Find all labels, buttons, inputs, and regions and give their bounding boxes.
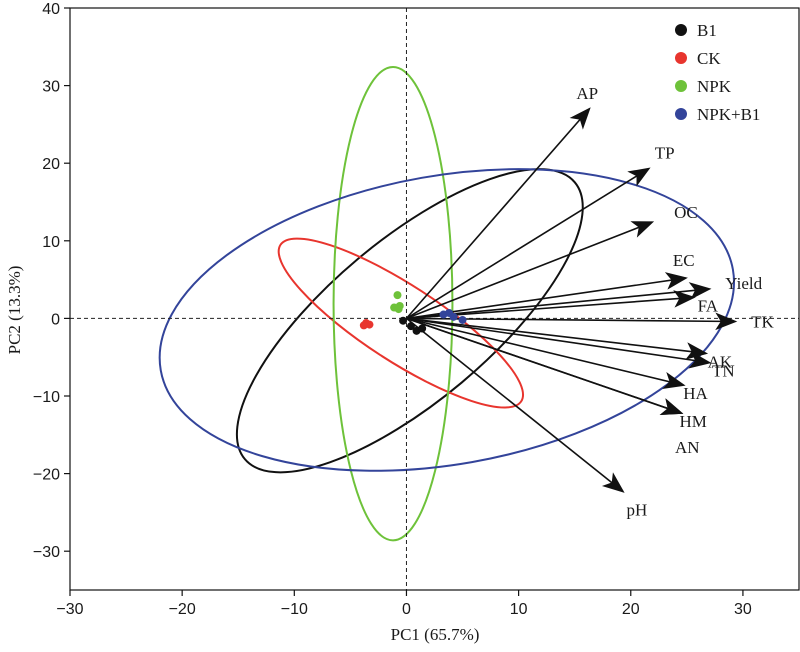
legend-marker-npk-b1 <box>675 108 687 120</box>
y-tick-label--30: −30 <box>33 544 60 561</box>
loading-arrow-tp <box>406 167 651 320</box>
y-axis-title: PC2 (13.3%) <box>5 266 24 355</box>
loading-label-fa: FA <box>698 296 719 315</box>
loading-label-an: AN <box>675 438 700 457</box>
loading-label-ak: AK <box>708 352 733 371</box>
legend-label-npk-b1: NPK+B1 <box>697 105 760 124</box>
x-tick-label-30: 30 <box>734 601 752 618</box>
legend-label-ck: CK <box>697 49 721 68</box>
loading-label-hm: HM <box>680 412 707 431</box>
point-npk-b1-4 <box>458 315 467 324</box>
point-npk-b1-3 <box>449 312 458 321</box>
loading-label-oc: OC <box>674 203 698 222</box>
loading-arrow-ak <box>406 317 709 360</box>
loading-label-tn: TN <box>712 362 735 381</box>
x-tick-label--20: −20 <box>169 601 196 618</box>
loading-arrow-ph <box>405 317 625 493</box>
legend-marker-ck <box>675 52 687 64</box>
y-tick-label--10: −10 <box>33 389 60 406</box>
x-tick-label-10: 10 <box>510 601 528 618</box>
loading-arrow-tn <box>406 317 712 369</box>
x-tick-label--30: −30 <box>56 601 83 618</box>
point-b1-1 <box>399 316 408 325</box>
confidence-ellipses <box>158 65 735 542</box>
point-b1-4 <box>418 324 427 333</box>
x-tick-label-20: 20 <box>622 601 640 618</box>
legend: B1 CK NPK NPK+B1 <box>675 21 760 124</box>
plot-frame <box>69 7 800 591</box>
axis-ticks: −30 −20 −10 0 10 20 30 −30 −20 −10 0 10 20 30 40 <box>33 1 752 618</box>
y-tick-label-40: 40 <box>42 1 60 18</box>
loading-label-tp: TP <box>655 144 675 163</box>
loading-label-ec: EC <box>673 251 695 270</box>
point-npk-1 <box>393 291 402 300</box>
loading-arrow-yield <box>406 282 712 320</box>
loading-arrow-oc <box>406 221 655 320</box>
y-tick-label--20: −20 <box>33 467 60 484</box>
point-npk-4 <box>394 305 403 314</box>
legend-label-b1: B1 <box>697 21 717 40</box>
loading-label-yield: Yield <box>725 274 762 293</box>
point-ck-3 <box>359 321 368 330</box>
ellipse-ck <box>277 237 525 409</box>
plot-border <box>69 7 800 591</box>
point-b1-2 <box>406 322 415 331</box>
y-tick-label-0: 0 <box>51 311 60 328</box>
legend-marker-b1 <box>675 24 687 36</box>
sample-points <box>359 291 467 335</box>
legend-marker-npk <box>675 80 687 92</box>
loading-arrow-ha <box>406 317 686 390</box>
loading-label-ap: AP <box>576 84 598 103</box>
ellipse-npk <box>332 65 454 542</box>
loading-arrow-ec <box>406 272 688 320</box>
y-tick-label-10: 10 <box>42 234 60 251</box>
legend-label-npk: NPK <box>697 77 732 96</box>
ellipse-npk-b1 <box>158 168 735 472</box>
loading-label-ha: HA <box>683 384 708 403</box>
x-tick-label--10: −10 <box>281 601 308 618</box>
loading-arrow-an <box>406 317 684 415</box>
y-tick-label-20: 20 <box>42 156 60 173</box>
y-tick-label-30: 30 <box>42 79 60 96</box>
ellipse-b1 <box>235 168 584 474</box>
loading-arrow-ap <box>405 107 591 319</box>
x-tick-label-0: 0 <box>402 601 411 618</box>
loading-label-tk: TK <box>751 313 774 332</box>
x-axis-title: PC1 (65.7%) <box>391 625 480 644</box>
loading-label-ph: pH <box>627 500 648 519</box>
